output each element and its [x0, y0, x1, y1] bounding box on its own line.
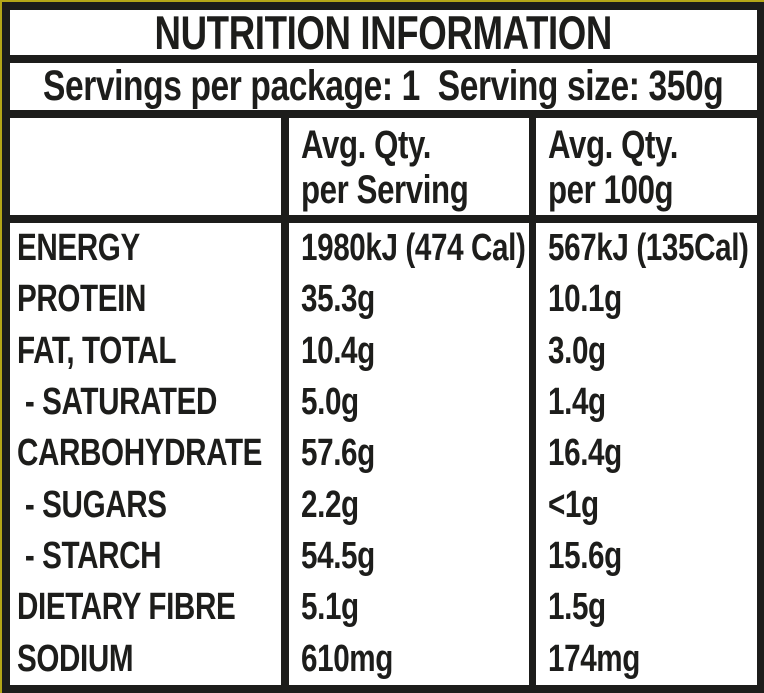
- per-100g-value: 16.4g: [548, 432, 622, 475]
- panel-title-row: NUTRITION INFORMATION: [10, 6, 757, 63]
- per-serving-header-cell: Avg. Qty. per Serving: [281, 118, 529, 215]
- nutrient-label: FAT, TOTAL: [17, 329, 177, 372]
- per-100g-value: 1.4g: [548, 381, 606, 424]
- per-100g-value: 567kJ (135Cal): [548, 227, 749, 270]
- panel-title: NUTRITION INFORMATION: [154, 6, 613, 59]
- nutrient-label: - STARCH: [17, 535, 162, 578]
- nutrient-header-cell-empty: [10, 118, 281, 215]
- per-serving-value: 1980kJ (474 Cal): [301, 227, 526, 270]
- per-100g-value: <1g: [548, 483, 599, 526]
- nutrient-column: ENERGY PROTEIN FAT, TOTAL - SATURATED CA…: [10, 223, 281, 685]
- nutrition-table-body: ENERGY PROTEIN FAT, TOTAL - SATURATED CA…: [10, 223, 757, 685]
- per-100g-header-cell: Avg. Qty. per 100g: [529, 118, 757, 215]
- per-100g-value: 10.1g: [548, 278, 622, 321]
- nutrient-label: DIETARY FIBRE: [17, 586, 236, 629]
- per-serving-value: 610mg: [301, 637, 393, 680]
- nutrient-label: PROTEIN: [17, 278, 147, 321]
- per-serving-header-line2: per Serving: [301, 168, 469, 212]
- per-serving-column: 1980kJ (474 Cal) 35.3g 10.4g 5.0g 57.6g …: [281, 223, 529, 685]
- per-100g-value: 15.6g: [548, 535, 622, 578]
- per-serving-value: 35.3g: [301, 278, 375, 321]
- per-serving-header-line1: Avg. Qty.: [301, 123, 431, 167]
- per-serving-value: 2.2g: [301, 483, 359, 526]
- per-serving-value: 54.5g: [301, 535, 375, 578]
- per-100g-column: 567kJ (135Cal) 10.1g 3.0g 1.4g 16.4g <1g…: [529, 223, 764, 685]
- per-serving-value: 5.1g: [301, 586, 359, 629]
- servings-info-text: Servings per package: 1 Serving size: 35…: [43, 62, 724, 110]
- nutrient-label: - SATURATED: [17, 381, 218, 424]
- per-100g-header-line1: Avg. Qty.: [548, 123, 678, 167]
- per-100g-value: 3.0g: [548, 329, 606, 372]
- per-100g-value: 1.5g: [548, 586, 606, 629]
- per-100g-value: 174mg: [548, 637, 640, 680]
- per-serving-value: 5.0g: [301, 381, 359, 424]
- per-serving-value: 10.4g: [301, 329, 375, 372]
- nutrient-label: ENERGY: [17, 227, 140, 270]
- nutrient-label: - SUGARS: [17, 483, 167, 526]
- servings-info-row: Servings per package: 1 Serving size: 35…: [10, 62, 757, 118]
- per-serving-value: 57.6g: [301, 432, 375, 475]
- per-100g-header-line2: per 100g: [548, 168, 674, 212]
- nutrient-label: SODIUM: [17, 637, 134, 680]
- column-header-row: Avg. Qty. per Serving Avg. Qty. per 100g: [10, 118, 757, 223]
- nutrient-label: CARBOHYDRATE: [17, 432, 263, 475]
